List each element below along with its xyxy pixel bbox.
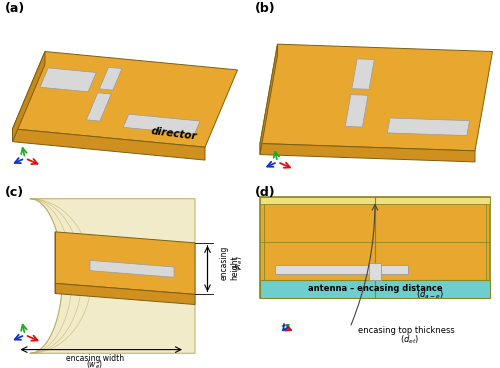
Text: $(d_{a-e})$: $(d_{a-e})$ bbox=[416, 289, 444, 301]
Polygon shape bbox=[260, 144, 475, 162]
Text: (d): (d) bbox=[255, 186, 276, 199]
Bar bbox=[264, 199, 486, 295]
Bar bbox=[275, 265, 408, 274]
Polygon shape bbox=[55, 283, 195, 305]
Bar bbox=[260, 280, 490, 298]
Polygon shape bbox=[30, 199, 195, 353]
Polygon shape bbox=[123, 114, 200, 134]
Bar bbox=[260, 197, 490, 298]
Polygon shape bbox=[260, 44, 278, 155]
Polygon shape bbox=[388, 118, 469, 136]
Bar bbox=[260, 197, 490, 204]
Polygon shape bbox=[55, 232, 195, 294]
Polygon shape bbox=[12, 129, 205, 160]
Polygon shape bbox=[40, 68, 96, 92]
Text: $(h_e)$: $(h_e)$ bbox=[232, 255, 245, 271]
Polygon shape bbox=[86, 93, 111, 121]
Polygon shape bbox=[12, 52, 45, 142]
Polygon shape bbox=[100, 67, 122, 90]
Polygon shape bbox=[260, 44, 492, 151]
Bar bbox=[369, 263, 382, 280]
Text: encasing
height: encasing height bbox=[220, 246, 240, 280]
Polygon shape bbox=[345, 95, 368, 127]
Polygon shape bbox=[90, 261, 174, 277]
Text: encasing top thickness: encasing top thickness bbox=[358, 326, 454, 335]
Text: $(d_{et})$: $(d_{et})$ bbox=[400, 333, 419, 346]
Text: (a): (a) bbox=[5, 2, 25, 15]
Text: antenna – encasing distance: antenna – encasing distance bbox=[308, 284, 442, 293]
Polygon shape bbox=[12, 52, 237, 147]
Text: (b): (b) bbox=[255, 2, 276, 15]
Text: encasing width: encasing width bbox=[66, 354, 124, 363]
Text: $(w_e)$: $(w_e)$ bbox=[86, 358, 104, 368]
Polygon shape bbox=[352, 59, 374, 89]
Text: (c): (c) bbox=[5, 186, 24, 199]
Text: director: director bbox=[150, 126, 197, 142]
